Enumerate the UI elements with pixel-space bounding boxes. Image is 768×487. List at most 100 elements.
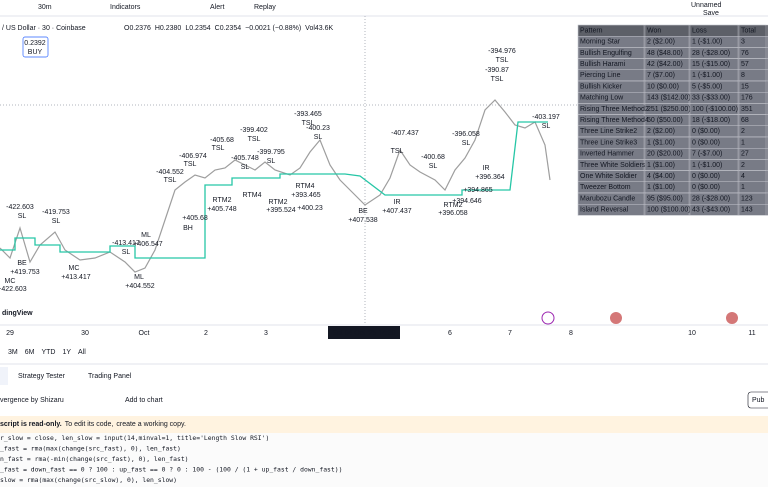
table-cell-text: 15 (-$15.00) bbox=[692, 61, 730, 68]
ohlc-value: O0.2376 bbox=[124, 25, 151, 32]
trade-label: -399.795 bbox=[257, 149, 285, 156]
trade-label: BH bbox=[183, 225, 193, 232]
price-side[interactable]: BUY bbox=[28, 49, 43, 56]
range-button[interactable]: YTD bbox=[41, 349, 55, 356]
trade-label: ML bbox=[141, 232, 151, 239]
x-tick-label: 29 bbox=[6, 330, 14, 337]
trade-label: +413.417 bbox=[61, 274, 90, 281]
replay-button[interactable]: Replay bbox=[254, 4, 276, 11]
trade-label: TSL bbox=[391, 148, 404, 155]
notice-text: To edit its code, bbox=[65, 421, 114, 428]
table-cell-text: 42 ($42.00) bbox=[647, 61, 683, 68]
range-button[interactable]: 6M bbox=[25, 349, 35, 356]
trade-label: -400.23 bbox=[306, 125, 330, 132]
table-cell-text: 2 ($2.00) bbox=[647, 128, 675, 135]
price-value[interactable]: 0.2392 bbox=[24, 40, 46, 47]
x-tick-label: Oct bbox=[139, 330, 150, 337]
table-cell-text: 5 (-$5.00) bbox=[692, 83, 722, 90]
table-cell-text: Won bbox=[647, 27, 661, 34]
trailing-line bbox=[0, 121, 548, 259]
table-cell-text: 4 ($4.00) bbox=[647, 173, 675, 180]
publish-button[interactable] bbox=[747, 391, 768, 409]
notice-link[interactable]: create a working copy. bbox=[116, 421, 186, 428]
trade-label: +405.68 bbox=[182, 215, 208, 222]
table-cell-text: 1 ($1.00) bbox=[647, 162, 675, 169]
table-cell-text: Three White Soldiers bbox=[580, 162, 646, 169]
trade-label: +407.538 bbox=[348, 217, 377, 224]
table-cell-text: Inverted Hammer bbox=[580, 151, 635, 158]
trade-label: -405.68 bbox=[210, 137, 234, 144]
interval-button[interactable]: 30m bbox=[38, 4, 52, 11]
table-cell-text: 4 bbox=[741, 173, 745, 180]
table-cell-text: 57 bbox=[741, 61, 749, 68]
trade-label: +396.364 bbox=[475, 174, 504, 181]
table-cell-text: 28 (-$28.00) bbox=[692, 50, 730, 57]
table-cell-text: 0 ($0.00) bbox=[692, 128, 720, 135]
table-cell-text: Rising Three Method4 bbox=[580, 117, 649, 124]
script-name: vergence by Shizaru bbox=[0, 397, 64, 404]
table-cell-text: 10 ($0.00) bbox=[647, 83, 679, 90]
tab[interactable]: Strategy Tester bbox=[18, 373, 66, 380]
table-cell-text: 123 bbox=[741, 195, 753, 202]
table-cell-text: Total bbox=[741, 27, 756, 34]
trade-label: IR bbox=[483, 165, 490, 172]
table-cell-text: 0 ($0.00) bbox=[692, 184, 720, 191]
price-box[interactable] bbox=[22, 36, 49, 58]
table-cell-text: Island Reversal bbox=[580, 207, 629, 214]
notice-bold: script is read-only. bbox=[0, 421, 62, 428]
trade-label: -422.603 bbox=[6, 204, 34, 211]
table-cell-text: 3 bbox=[741, 39, 745, 46]
ohlc-value: H0.2380 bbox=[155, 25, 182, 32]
table-cell-text: 28 (-$28.00) bbox=[692, 195, 730, 202]
range-button[interactable]: All bbox=[78, 349, 86, 356]
trade-label: SL bbox=[462, 140, 471, 147]
table-cell-text: 27 bbox=[741, 151, 749, 158]
flag-icon[interactable] bbox=[726, 312, 738, 324]
trade-label: -396.058 bbox=[452, 131, 480, 138]
publish-label[interactable]: Pub bbox=[752, 397, 765, 404]
table-cell-text: Marubozu Candle bbox=[580, 195, 635, 202]
table-cell-text: 100 (-$100.00) bbox=[692, 106, 738, 113]
alert-button[interactable]: Alert bbox=[210, 4, 224, 11]
x-tick-label: 6 bbox=[448, 330, 452, 337]
range-button[interactable]: 3M bbox=[8, 349, 18, 356]
trade-label: +400.23 bbox=[297, 205, 323, 212]
flag-icon[interactable] bbox=[610, 312, 622, 324]
event-icon[interactable] bbox=[541, 311, 555, 325]
table-cell-text: 15 bbox=[741, 83, 749, 90]
table-cell-text: Bullish Engulfing bbox=[580, 50, 632, 57]
table-cell-text: 100 ($100.00) bbox=[647, 207, 691, 214]
trade-label: MC bbox=[5, 278, 16, 285]
trade-label: TSL bbox=[212, 145, 225, 152]
table-cell-text: 251 ($250.00) bbox=[647, 106, 691, 113]
range-button[interactable]: 1Y bbox=[62, 349, 71, 356]
table-cell-text: 68 bbox=[741, 117, 749, 124]
table-cell-text: Bullish Harami bbox=[580, 61, 626, 68]
trade-label: -399.402 bbox=[240, 127, 268, 134]
indicators-button[interactable]: Indicators bbox=[110, 4, 141, 11]
trade-label: -404.552 bbox=[156, 169, 184, 176]
trade-label: SL bbox=[267, 158, 276, 165]
layout-name[interactable]: Unnamed bbox=[691, 2, 721, 9]
x-tick-label: 2 bbox=[204, 330, 208, 337]
trade-label: SL bbox=[52, 218, 61, 225]
table-cell-text: 76 bbox=[741, 50, 749, 57]
trade-label: +407.437 bbox=[382, 208, 411, 215]
trade-label: -413.417 bbox=[112, 240, 140, 247]
add-to-chart[interactable]: Add to chart bbox=[125, 397, 163, 404]
trade-label: MC bbox=[69, 265, 80, 272]
x-tick-label: 10 bbox=[688, 330, 696, 337]
tab[interactable]: Trading Panel bbox=[88, 373, 132, 380]
table-cell-text: 2 bbox=[741, 128, 745, 135]
table-cell-text: Matching Low bbox=[580, 95, 624, 102]
table-cell-text: Morning Star bbox=[580, 39, 621, 46]
ohlc-value: L0.2354 bbox=[185, 25, 210, 32]
table-cell-text: 0 ($0.00) bbox=[692, 173, 720, 180]
save-label[interactable]: Save bbox=[703, 10, 719, 17]
table-cell-text: 33 (-$33.00) bbox=[692, 95, 730, 102]
trade-label: RTM2 bbox=[444, 202, 463, 209]
trade-label: RTM2 bbox=[269, 199, 288, 206]
table-cell-text: Pattern bbox=[580, 27, 603, 34]
table-cell bbox=[644, 203, 690, 216]
